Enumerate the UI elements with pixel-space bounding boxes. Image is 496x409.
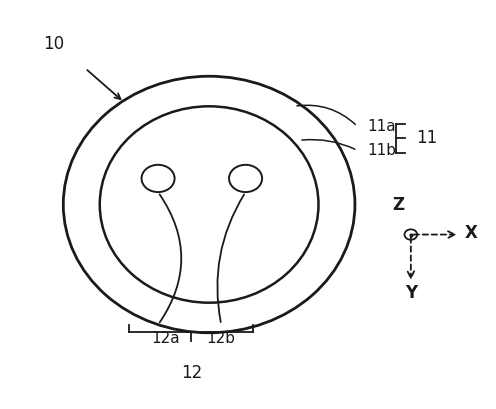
Text: X: X <box>465 224 478 242</box>
Text: 11a: 11a <box>367 119 396 134</box>
Text: 12b: 12b <box>207 331 236 346</box>
Text: 10: 10 <box>43 35 64 53</box>
Circle shape <box>405 229 417 240</box>
Text: 11b: 11b <box>367 143 396 158</box>
Text: 11: 11 <box>416 129 437 147</box>
Text: Y: Y <box>405 284 417 302</box>
Text: Z: Z <box>393 196 405 213</box>
Text: 12a: 12a <box>151 331 180 346</box>
Text: 12: 12 <box>182 364 203 382</box>
